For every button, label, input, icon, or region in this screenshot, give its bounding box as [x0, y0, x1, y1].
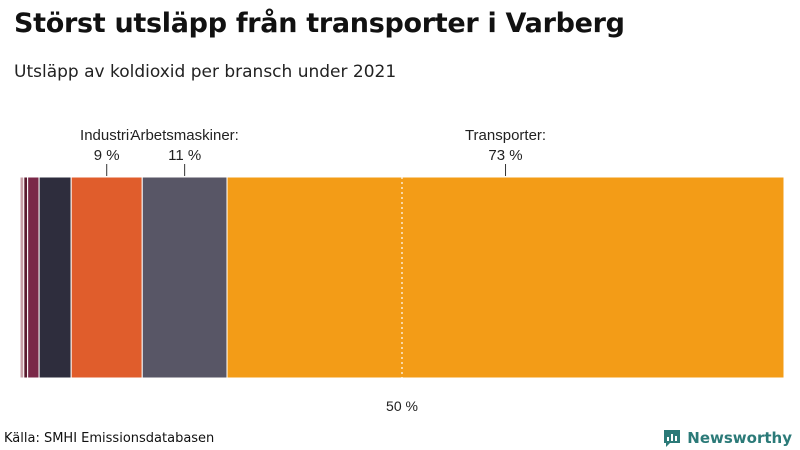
bar-segment-3	[38, 176, 72, 379]
chart-subtitle: Utsläpp av koldioxid per bransch under 2…	[14, 62, 397, 82]
brand-logo: Newsworthy	[662, 427, 792, 449]
reference-line-label: 50 %	[386, 398, 418, 414]
bar-segment-0	[19, 176, 25, 379]
brand-name: Newsworthy	[687, 429, 792, 447]
bar-segment-5	[141, 176, 228, 379]
segment-label-4: Industri:	[80, 127, 133, 144]
segment-value-label-4: 9 %	[94, 147, 120, 164]
stacked-bar-chart: Industri: 9 % Arbetsmaskiner: 11 % Transport…	[19, 127, 785, 414]
segment-label-5: Arbetsmaskiner:	[130, 127, 238, 144]
bar-segment-4	[70, 176, 143, 379]
bar-segment-2	[27, 176, 40, 379]
segment-label-6: Transporter:	[465, 127, 546, 144]
source-note: Källa: SMHI Emissionsdatabasen	[4, 431, 215, 446]
chart-title: Störst utsläpp från transporter i Varber…	[14, 8, 625, 39]
segment-value-label-6: 73 %	[488, 147, 522, 164]
bar-segment-6	[226, 176, 785, 379]
bar-segment-1	[23, 176, 29, 379]
segment-value-label-5: 11 %	[168, 147, 201, 164]
newsworthy-icon	[664, 430, 681, 447]
